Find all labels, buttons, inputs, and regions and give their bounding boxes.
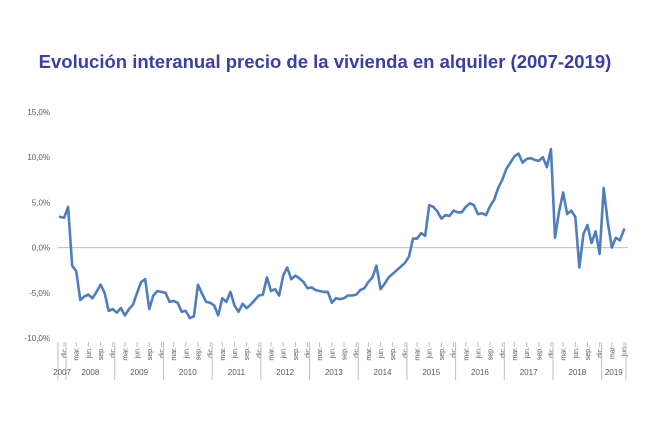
x-year-label: 2014 (374, 368, 392, 377)
x-axis: dic. mar. jun. sep. dic. mar. jun. sep. dic. mar.… (53, 247, 629, 380)
x-month-label: sep. (244, 347, 251, 360)
x-month-label: dic. (305, 347, 312, 358)
x-year-label: 2015 (422, 368, 440, 377)
x-month-label: sep. (293, 347, 300, 360)
y-axis-ticks: 15,0% 10,0% 5,0% 0,0% -5,0% -10,0% (25, 108, 50, 343)
x-month-label: jun. (183, 347, 190, 359)
y-tick-label: 0,0% (32, 244, 50, 253)
series-line (58, 147, 626, 320)
x-month-label: jun. (475, 347, 482, 359)
x-month-label: dic. (597, 347, 604, 358)
x-month-label: jun. (135, 347, 142, 359)
x-month-label: jun. (378, 347, 385, 359)
x-year-label: 2018 (568, 368, 586, 377)
x-month-label: mar. (122, 347, 129, 361)
y-tick-label: 15,0% (27, 108, 50, 117)
x-month-label: mar. (220, 347, 227, 361)
x-month-label: mar. (415, 347, 422, 361)
x-month-label: dic. (354, 347, 361, 358)
x-month-label: dic. (402, 347, 409, 358)
x-month-label: sep. (390, 347, 397, 360)
x-month-label: dic. (110, 347, 117, 358)
x-month-label: mar. (561, 347, 568, 361)
x-month-label: sep. (536, 347, 543, 360)
x-year-label: 2017 (520, 368, 538, 377)
x-month-label: sep. (147, 347, 154, 360)
x-month-label: mar. (366, 347, 373, 361)
x-month-label: mar. (512, 347, 519, 361)
y-tick-label: 5,0% (32, 198, 50, 207)
x-month-label: sep. (342, 347, 349, 360)
x-month-label: sep. (585, 347, 592, 360)
y-tick-label: -5,0% (29, 289, 50, 298)
x-month-label: mar. (463, 347, 470, 361)
x-month-label: mar. (171, 347, 178, 361)
x-month-label: sep. (439, 347, 446, 360)
x-month-label: dic. (256, 347, 263, 358)
x-month-label: mar. (74, 347, 81, 361)
x-year-label: 2010 (179, 368, 197, 377)
x-month-label: jun. (329, 347, 336, 359)
x-month-label: dic. (62, 347, 69, 358)
x-month-label: jun. (524, 347, 531, 359)
x-year-label: 2008 (82, 368, 100, 377)
x-year-label: 2007 (53, 368, 71, 377)
x-month-label: jun. (86, 347, 93, 359)
x-month-label: mar. (268, 347, 275, 361)
x-month-label: sep. (488, 347, 495, 360)
x-month-label: dic. (548, 347, 555, 358)
y-tick-label: -10,0% (25, 334, 50, 343)
x-year-label: 2013 (325, 368, 343, 377)
chart-title: Evolución interanual precio de la vivien… (38, 51, 612, 72)
x-month-label: mar. (317, 347, 324, 361)
series-layer (58, 147, 626, 320)
x-month-label: jun (622, 347, 629, 357)
x-month-label: sep. (195, 347, 202, 360)
x-year-label: 2019 (605, 368, 623, 377)
y-tick-label: 10,0% (27, 153, 50, 162)
x-month-label: jun. (573, 347, 580, 359)
x-month-label: jun. (232, 347, 239, 359)
x-month-label: jun. (427, 347, 434, 359)
x-month-label: dic. (208, 347, 215, 358)
x-month-label: mar (609, 346, 616, 359)
x-month-label: jun. (281, 347, 288, 359)
x-month-label: dic. (159, 347, 166, 358)
x-month-label: dic. (451, 347, 458, 358)
x-year-label: 2011 (228, 368, 246, 377)
x-month-label: dic. (500, 347, 507, 358)
x-year-label: 2012 (276, 368, 294, 377)
x-month-label: sep. (98, 347, 105, 360)
x-year-label: 2016 (471, 368, 489, 377)
x-year-label: 2009 (130, 368, 148, 377)
